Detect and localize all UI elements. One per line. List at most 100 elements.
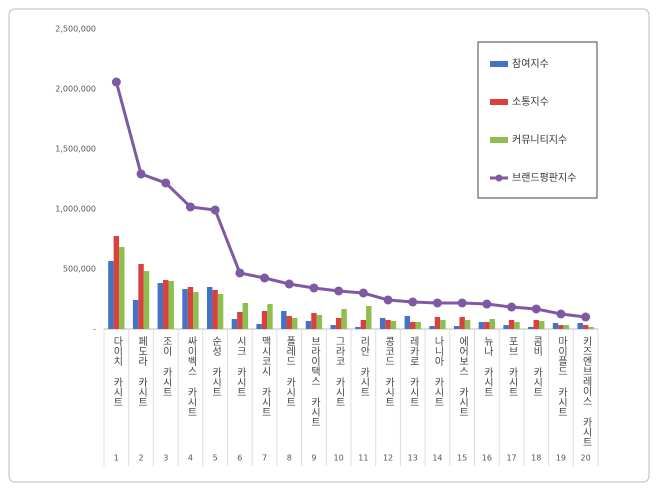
bar <box>489 319 496 329</box>
x-tick-label: 마이플드 카시트 <box>555 336 567 417</box>
x-tick-label: 브라이택스 카시트 <box>308 336 320 427</box>
bar <box>138 263 144 329</box>
category-number: 2 <box>139 454 144 463</box>
bar <box>434 317 441 329</box>
category-number: 16 <box>482 454 492 463</box>
line-point <box>581 312 591 322</box>
x-tick-label: 폴레드 카시트 <box>284 336 296 407</box>
bar <box>119 247 125 329</box>
category-number: 6 <box>237 454 242 463</box>
category-number: 10 <box>334 454 344 463</box>
category-number: 14 <box>432 454 442 463</box>
bar <box>187 287 194 329</box>
category-number: 17 <box>506 454 516 463</box>
line-point <box>185 202 195 212</box>
line-point <box>531 304 541 314</box>
x-tick-label: 에어보스 카시트 <box>457 336 469 417</box>
bar <box>478 322 485 329</box>
category-number: 7 <box>262 454 267 463</box>
x-tick-label: 그라코 카시트 <box>333 336 345 407</box>
bar <box>464 320 471 329</box>
line-point <box>556 309 566 319</box>
line-point <box>161 178 171 188</box>
bar <box>267 304 273 329</box>
legend-swatch <box>490 137 508 143</box>
category-number: 1 <box>114 454 119 463</box>
legend-swatch <box>490 61 508 67</box>
category-number: 5 <box>213 454 218 463</box>
bar <box>528 326 534 329</box>
category-number: 9 <box>311 454 316 463</box>
bar <box>404 316 411 329</box>
bar <box>212 290 218 329</box>
line-point <box>284 279 294 289</box>
bar <box>410 322 416 329</box>
bar <box>390 320 397 329</box>
x-tick-label: 리안 카시트 <box>358 336 370 397</box>
bar <box>163 280 169 329</box>
category-number: 13 <box>408 454 418 463</box>
x-tick-label: 콤비 카시트 <box>531 336 543 397</box>
bar <box>330 325 336 329</box>
line-point <box>111 77 121 87</box>
legend-box <box>477 41 598 199</box>
bar <box>379 317 386 329</box>
y-tick-label: 1,500,000 <box>55 145 96 154</box>
legend-label: 커뮤니티지수 <box>512 134 567 146</box>
line-point <box>235 268 245 278</box>
x-tick-label: 포브 카시트 <box>506 336 518 397</box>
bar <box>503 325 509 329</box>
bar <box>231 319 238 329</box>
bar <box>563 325 570 329</box>
x-tick-label: 레카로 카시트 <box>407 336 419 407</box>
bar <box>415 322 421 329</box>
bar <box>281 311 287 329</box>
bar <box>261 311 268 329</box>
y-tick-label: 500,000 <box>63 265 96 274</box>
category-number: 19 <box>556 454 566 463</box>
x-tick-label: 순성 카시트 <box>210 336 222 397</box>
x-tick-label: 콩코드 카시트 <box>383 336 395 407</box>
bar <box>484 322 490 329</box>
line-point <box>136 169 146 179</box>
bar <box>355 326 361 329</box>
bar <box>182 289 188 329</box>
bar <box>366 305 372 329</box>
y-tick-label: 2,000,000 <box>55 85 96 94</box>
bar <box>256 323 262 329</box>
category-number: 15 <box>457 454 467 463</box>
y-tick-label: 2,500,000 <box>55 25 96 34</box>
category-number: 4 <box>188 454 193 463</box>
bar <box>132 299 139 329</box>
y-tick-label: 1,000,000 <box>55 205 96 214</box>
bar <box>286 316 292 329</box>
bar <box>157 283 164 329</box>
line-point <box>210 205 220 215</box>
x-tick-label: 조이 카시트 <box>160 336 172 397</box>
legend-point <box>495 174 503 182</box>
line-point <box>507 302 517 312</box>
line-point <box>383 295 393 305</box>
bar <box>514 322 520 329</box>
bar <box>237 311 243 329</box>
bar <box>206 287 213 329</box>
bar <box>440 320 446 329</box>
bar <box>533 320 539 329</box>
bar <box>193 292 199 329</box>
category-number: 3 <box>163 454 168 463</box>
bar <box>341 308 347 329</box>
bar <box>577 323 583 329</box>
bar <box>552 323 559 329</box>
x-tick-label: 뉴나 카시트 <box>481 336 493 397</box>
x-tick-label: 다이치 카시트 <box>111 336 123 407</box>
bar <box>143 271 150 329</box>
bar <box>305 320 312 329</box>
bar <box>429 326 435 329</box>
bar <box>459 317 465 329</box>
x-tick-label: 키즈엔브레이스 카시트 <box>580 336 592 447</box>
bar <box>582 325 589 329</box>
bar <box>113 236 120 329</box>
bar <box>242 302 249 329</box>
x-tick-label: 시크 카시트 <box>234 336 246 397</box>
